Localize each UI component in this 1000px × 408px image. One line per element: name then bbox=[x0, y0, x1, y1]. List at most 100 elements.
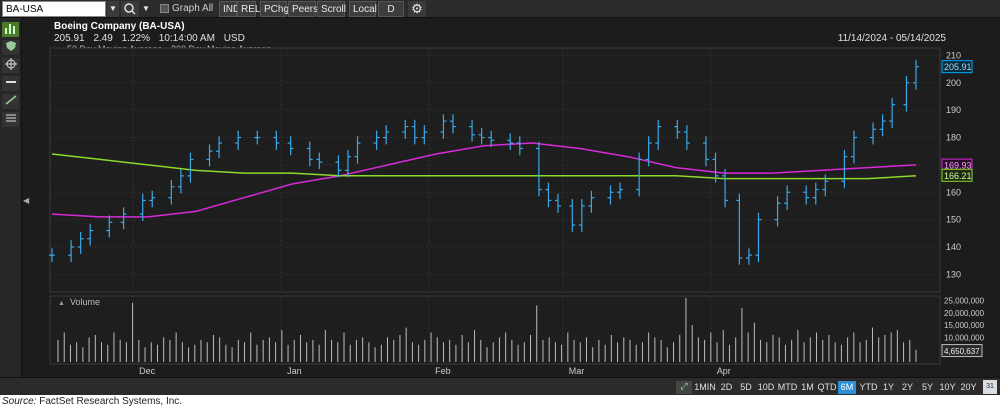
ma-200-line bbox=[51, 153, 917, 180]
price-bar bbox=[722, 169, 729, 208]
price-bar bbox=[850, 130, 857, 164]
volume-label: Volume bbox=[70, 297, 100, 307]
range-button-6m[interactable]: 6M bbox=[838, 381, 856, 394]
price-bar bbox=[889, 97, 896, 128]
graph-all-checkbox[interactable] bbox=[160, 4, 169, 13]
calendar-icon[interactable]: 31 bbox=[983, 380, 997, 394]
price-bar bbox=[206, 144, 213, 167]
volume-panel bbox=[49, 295, 941, 365]
volume-tick-label: 10,000,000 bbox=[944, 333, 985, 342]
horizontal-line-icon[interactable] bbox=[2, 76, 19, 91]
range-button-mtd[interactable]: MTD bbox=[777, 382, 798, 392]
peers-button[interactable]: Peers bbox=[288, 1, 318, 17]
volume-badge: 4,650,637 bbox=[944, 347, 980, 356]
price-bar bbox=[784, 185, 791, 211]
range-button-2y[interactable]: 2Y bbox=[901, 382, 913, 392]
range-button-10d[interactable]: 10D bbox=[757, 382, 775, 392]
price-bar bbox=[344, 149, 351, 178]
bar-chart-icon[interactable] bbox=[2, 22, 19, 37]
shield-icon[interactable] bbox=[2, 40, 19, 55]
ma-50-line bbox=[51, 142, 917, 218]
price-tick-label: 130 bbox=[946, 269, 961, 279]
chart-area: Boeing Company (BA-USA) 205.91 2.49 1.22… bbox=[0, 0, 1000, 377]
volume-tick-label: 25,000,000 bbox=[944, 296, 985, 305]
ticker-input[interactable] bbox=[2, 1, 106, 17]
price-bar bbox=[812, 182, 819, 205]
x-tick-label: Mar bbox=[569, 366, 585, 376]
price-bar bbox=[273, 130, 280, 150]
price-bar bbox=[803, 185, 810, 205]
left-tool-rail bbox=[0, 18, 22, 395]
chevron-down-icon[interactable]: ▼ bbox=[107, 1, 119, 17]
graph-all-label: Graph All bbox=[172, 3, 214, 14]
price-tick-label: 140 bbox=[946, 242, 961, 252]
range-button-1min[interactable]: 1MIN bbox=[694, 382, 716, 392]
price-bar bbox=[645, 136, 652, 167]
frequency-button[interactable]: D bbox=[378, 1, 404, 17]
price-bar bbox=[636, 152, 643, 197]
price-bar bbox=[187, 152, 194, 183]
gear-icon[interactable]: ⚙ bbox=[408, 1, 426, 17]
crosshair-icon[interactable] bbox=[2, 58, 19, 73]
price-bar bbox=[168, 179, 175, 205]
price-bar bbox=[216, 136, 223, 159]
price-panel bbox=[49, 47, 941, 293]
range-button-10y[interactable]: 10Y bbox=[939, 382, 956, 392]
price-bar bbox=[306, 141, 313, 167]
grid-lines-icon[interactable] bbox=[2, 112, 19, 127]
price-bar bbox=[655, 119, 662, 150]
search-icon[interactable] bbox=[121, 1, 139, 17]
range-button-2d[interactable]: 2D bbox=[720, 382, 733, 392]
price-bar bbox=[421, 125, 428, 145]
price-bar bbox=[617, 182, 624, 200]
range-button-qtd[interactable]: QTD bbox=[817, 382, 837, 392]
price-bar bbox=[535, 141, 542, 197]
price-bar bbox=[106, 215, 113, 238]
price-tick-label: 150 bbox=[946, 215, 961, 225]
collapse-caret-icon[interactable]: ▲ bbox=[58, 300, 65, 307]
price-bar bbox=[77, 231, 84, 254]
price-bar bbox=[545, 182, 552, 208]
range-bar: ⤢ 1MIN 2D 5D 10D MTD 1M QTD 6M YTD 1Y 2Y 5Y 10Y 20Y 3… bbox=[0, 377, 1000, 395]
price-bar bbox=[120, 207, 127, 230]
volume-tick-label: 15,000,000 bbox=[944, 321, 985, 330]
price-bar bbox=[449, 114, 456, 134]
range-button-5y[interactable]: 5Y bbox=[921, 382, 933, 392]
range-button-1m[interactable]: 1M bbox=[801, 382, 814, 392]
price-tick-label: 160 bbox=[946, 187, 961, 197]
trend-line-icon[interactable] bbox=[2, 94, 19, 109]
price-bar bbox=[488, 130, 495, 148]
price-bar bbox=[841, 149, 848, 189]
rel-button[interactable]: REL bbox=[237, 1, 260, 17]
ind-button[interactable]: IND bbox=[219, 1, 240, 17]
price-bar bbox=[745, 248, 752, 265]
price-tick-label: 210 bbox=[946, 50, 961, 60]
price-volume-chart[interactable]: DecJanFebMarApr1301401501601701801902002… bbox=[0, 0, 1000, 377]
price-change-pct: 1.22% bbox=[121, 33, 150, 44]
price-tick-label: 180 bbox=[946, 133, 961, 143]
range-button-ytd[interactable]: YTD bbox=[859, 382, 878, 392]
zoom-range-icon[interactable]: ⤢ bbox=[676, 381, 692, 394]
price-tick-label: 190 bbox=[946, 105, 961, 115]
x-tick-label: Feb bbox=[435, 366, 451, 376]
range-button-20y[interactable]: 20Y bbox=[960, 382, 977, 392]
chevron-down-icon[interactable]: ▼ bbox=[142, 4, 150, 13]
price-bar bbox=[287, 136, 294, 156]
price-bar bbox=[383, 125, 390, 145]
collapse-arrow-icon[interactable]: ◀ bbox=[23, 196, 30, 205]
last-price-badge-box bbox=[941, 60, 973, 74]
local-button[interactable]: Local bbox=[349, 1, 377, 17]
last-price-badge: 205.91 bbox=[944, 62, 972, 72]
pchg-button[interactable]: PChg bbox=[260, 1, 289, 17]
price-bar bbox=[822, 174, 829, 197]
company-title: Boeing Company (BA-USA) bbox=[54, 21, 185, 32]
range-button-5d[interactable]: 5D bbox=[740, 382, 752, 392]
ma-200-badge: 166.21 bbox=[944, 171, 972, 181]
range-button-1y[interactable]: 1Y bbox=[882, 382, 894, 392]
price-tick-label: 200 bbox=[946, 78, 961, 88]
scroll-button[interactable]: Scroll bbox=[317, 1, 346, 17]
price-bar bbox=[335, 155, 342, 178]
price-bar bbox=[755, 212, 762, 263]
ma-50-badge: 169.93 bbox=[944, 161, 972, 171]
x-tick-label: Jan bbox=[287, 366, 302, 376]
